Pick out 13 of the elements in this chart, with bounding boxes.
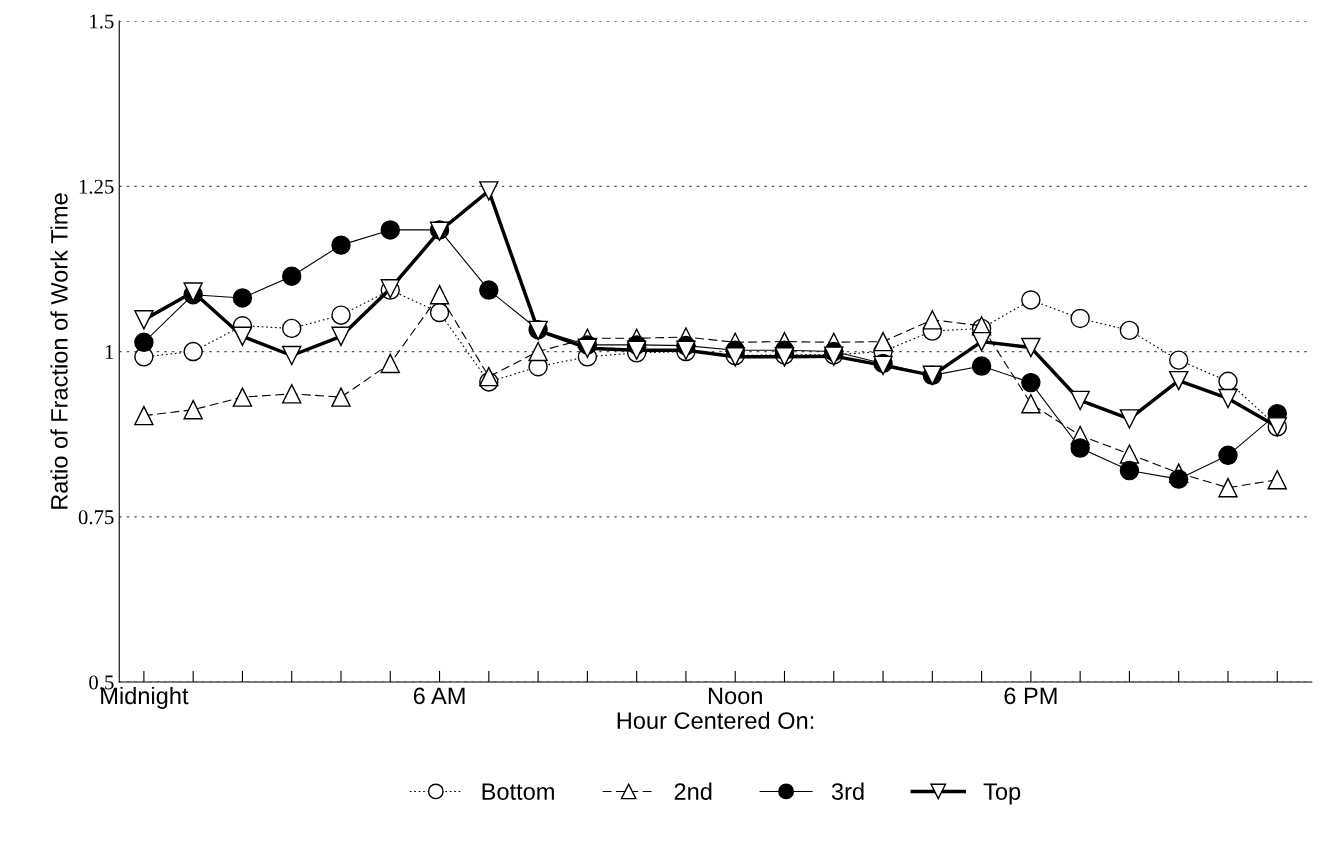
y-tick-label: 0.75 xyxy=(78,510,114,525)
legend-label: Bottom xyxy=(482,783,554,800)
legend-label: Top xyxy=(983,783,1021,805)
x-tick-label: 6 AM xyxy=(413,687,465,705)
y-tick-label: 1.25 xyxy=(79,179,114,194)
legend-label: 3rd xyxy=(831,782,864,800)
y-axis-title: Ratio of Fraction of Work Time xyxy=(50,193,68,509)
x-axis-title: Hour Centered On: xyxy=(617,711,814,730)
legend-label: 2nd xyxy=(674,782,712,800)
y-tick-label: 1.5 xyxy=(90,14,114,29)
x-tick-label: Noon xyxy=(708,687,762,705)
x-tick-label: 6 PM xyxy=(1004,687,1057,705)
y-tick-label: 1 xyxy=(105,345,114,359)
